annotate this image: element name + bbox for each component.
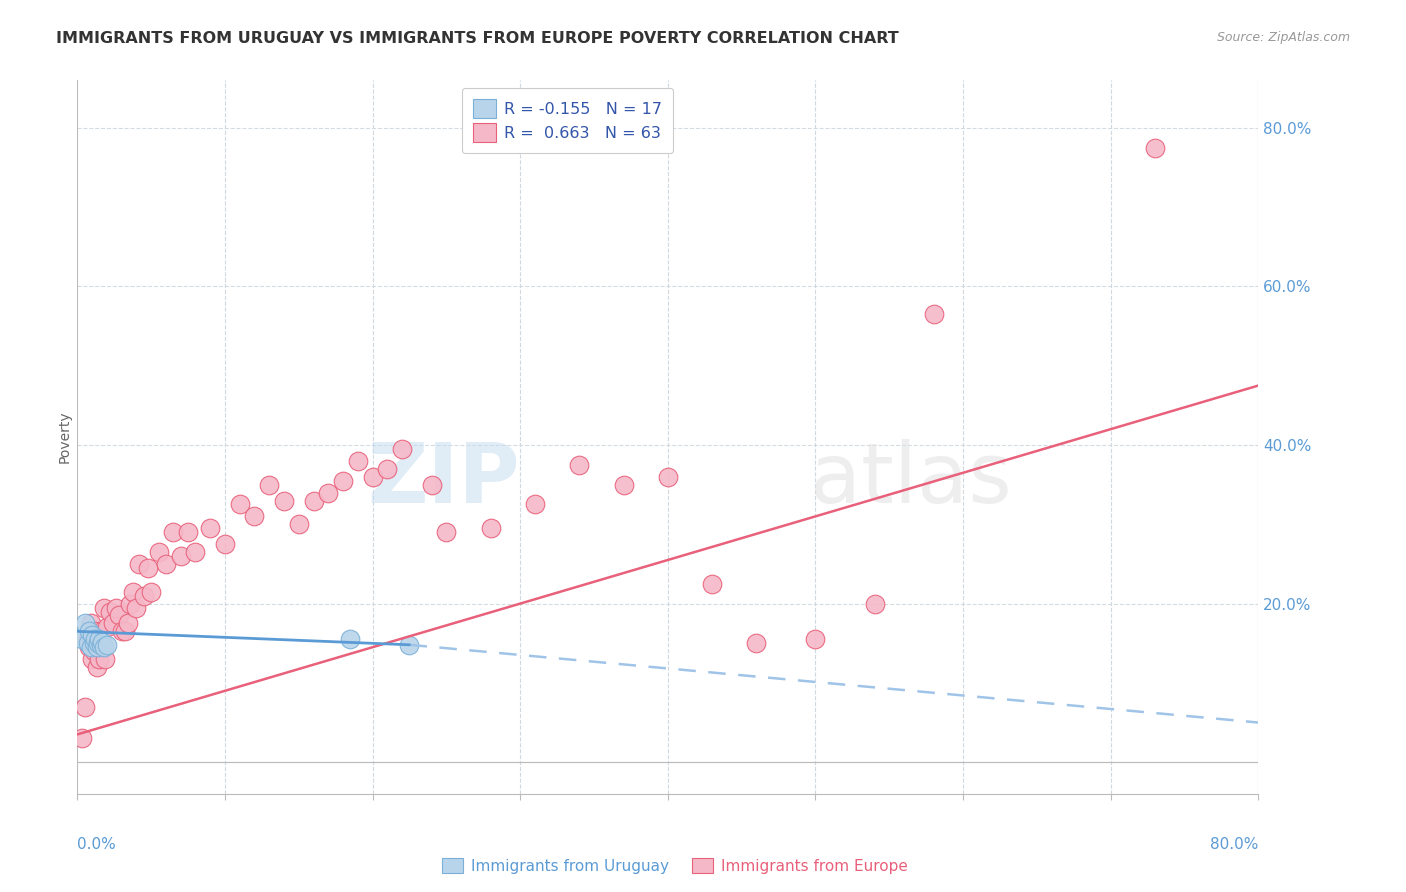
Point <box>117 616 139 631</box>
Point <box>73 699 96 714</box>
Point <box>479 521 502 535</box>
Point <box>114 624 136 639</box>
Point <box>302 493 325 508</box>
Point <box>148 545 170 559</box>
Point <box>136 561 159 575</box>
Point <box>89 652 111 666</box>
Point <box>346 454 368 468</box>
Point <box>77 640 100 655</box>
Point <box>79 640 101 655</box>
Point <box>96 638 118 652</box>
Point <box>77 624 100 639</box>
Point <box>111 624 132 639</box>
Point <box>1144 141 1167 155</box>
Point <box>93 600 115 615</box>
Point <box>273 493 295 508</box>
Point <box>90 638 112 652</box>
Point <box>339 632 361 647</box>
Point <box>214 537 236 551</box>
Point <box>391 442 413 456</box>
Point <box>86 660 108 674</box>
Text: ZIP: ZIP <box>368 440 520 520</box>
Point <box>162 525 184 540</box>
Point <box>101 616 124 631</box>
Point <box>420 477 443 491</box>
Point <box>170 549 193 563</box>
Point <box>657 469 679 483</box>
Point <box>70 731 93 746</box>
Point <box>398 638 420 652</box>
Point <box>243 509 266 524</box>
Point <box>228 498 252 512</box>
Point <box>128 557 150 571</box>
Point <box>73 616 96 631</box>
Point <box>82 652 104 666</box>
Text: atlas: atlas <box>810 440 1011 520</box>
Point <box>82 628 104 642</box>
Point <box>361 469 384 483</box>
Point <box>86 640 108 655</box>
Point <box>141 584 163 599</box>
Point <box>702 576 724 591</box>
Point <box>288 517 311 532</box>
Text: Source: ZipAtlas.com: Source: ZipAtlas.com <box>1216 31 1350 45</box>
Point <box>259 477 281 491</box>
Point <box>436 525 458 540</box>
Point <box>125 600 148 615</box>
Point <box>98 605 121 619</box>
Point <box>76 632 98 647</box>
Legend: R = -0.155   N = 17, R =  0.663   N = 63: R = -0.155 N = 17, R = 0.663 N = 63 <box>463 88 673 153</box>
Point <box>104 600 127 615</box>
Text: 80.0%: 80.0% <box>1211 838 1258 853</box>
Point <box>200 521 222 535</box>
Point <box>745 636 768 650</box>
Point <box>87 632 110 647</box>
Point <box>184 545 207 559</box>
Point <box>177 525 200 540</box>
Point <box>120 597 142 611</box>
Point <box>79 616 101 631</box>
Point <box>332 474 354 488</box>
Point <box>83 636 105 650</box>
Point <box>91 624 114 639</box>
Point <box>91 634 114 648</box>
Point <box>863 597 886 611</box>
Y-axis label: Poverty: Poverty <box>58 411 72 463</box>
Point <box>922 307 945 321</box>
Point <box>70 632 93 647</box>
Text: IMMIGRANTS FROM URUGUAY VS IMMIGRANTS FROM EUROPE POVERTY CORRELATION CHART: IMMIGRANTS FROM URUGUAY VS IMMIGRANTS FR… <box>56 31 898 46</box>
Point <box>87 636 110 650</box>
Point <box>568 458 591 472</box>
Point <box>155 557 177 571</box>
Point <box>96 620 118 634</box>
Point <box>84 624 107 639</box>
Legend: Immigrants from Uruguay, Immigrants from Europe: Immigrants from Uruguay, Immigrants from… <box>436 852 914 880</box>
Point <box>107 608 129 623</box>
Point <box>318 485 340 500</box>
Point <box>89 632 111 647</box>
Point <box>377 462 399 476</box>
Point <box>84 632 107 647</box>
Point <box>76 636 98 650</box>
Point <box>90 640 112 655</box>
Point <box>93 640 115 655</box>
Point <box>132 589 155 603</box>
Point <box>83 644 105 658</box>
Point <box>613 477 636 491</box>
Point <box>122 584 145 599</box>
Point <box>804 632 827 647</box>
Point <box>524 498 547 512</box>
Point <box>94 652 117 666</box>
Text: 0.0%: 0.0% <box>77 838 117 853</box>
